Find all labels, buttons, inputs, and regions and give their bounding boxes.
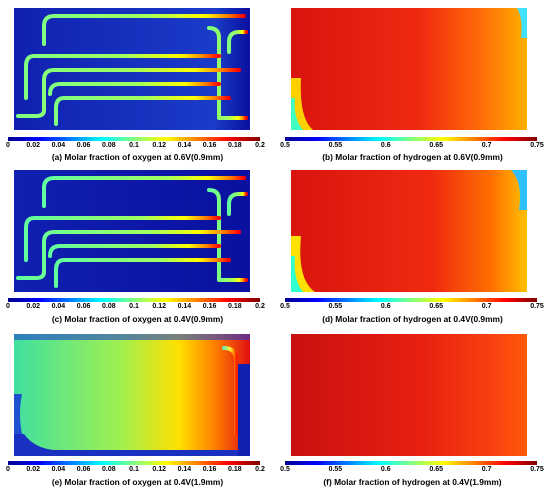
- colorbar-tick-label: 0.7: [481, 142, 492, 149]
- colorbar-tick-label: 0.7: [481, 303, 492, 310]
- colorbar-ticks-a: 0 0.02 0.04 0.06 0.08 0.1 0.12 0.14 0.16 0.18 0.2: [6, 142, 265, 152]
- colorbar-tick-label: 0.18: [227, 303, 242, 310]
- colorbar-tick-label: 0.12: [152, 303, 166, 310]
- colorbar-tick-label: 0.2: [255, 303, 265, 310]
- colorbar-tick-label: 0.02: [26, 466, 40, 473]
- colorbar-tick-label: 0.02: [26, 142, 40, 149]
- colorbar-tick-label: 0.16: [202, 303, 217, 310]
- colorbar-tick-label: 0: [6, 466, 10, 473]
- colorbar-tick-label: 0.2: [255, 466, 265, 473]
- hydrogen-contour-plot-d: [291, 170, 527, 292]
- caption-b: (b) Molar fraction of hydrogen at 0.6V(0…: [322, 152, 503, 162]
- oxygen-contour-plot-e: [14, 334, 250, 456]
- colorbar-ticks-c: 0 0.02 0.04 0.06 0.08 0.1 0.12 0.14 0.16 0.18 0.2: [6, 303, 265, 313]
- colorbar-tick-label: 0: [6, 303, 10, 310]
- colorbar-tick-label: 0.65: [429, 142, 443, 149]
- colorbar-tick-label: 0.1: [129, 303, 139, 310]
- colorbar-tick-label: 0.18: [227, 466, 242, 473]
- colorbar-tick-label: 0.55: [328, 303, 343, 310]
- colorbar-tick-label: 0.1: [129, 142, 139, 149]
- colorbar-tick-label: 0.14: [177, 466, 192, 473]
- colorbar-tick-label: 0.04: [51, 142, 66, 149]
- colorbar-tick-label: 0.06: [76, 142, 91, 149]
- colorbar-c: [8, 298, 260, 302]
- colorbar-tick-label: 0.65: [429, 303, 443, 310]
- colorbar-tick-label: 0.75: [530, 303, 544, 310]
- colorbar-tick-label: 0.08: [101, 303, 116, 310]
- colorbar-tick-label: 0.6: [380, 303, 391, 310]
- colorbar-tick-label: 0.06: [76, 303, 91, 310]
- colorbar-tick-label: 0.7: [481, 466, 492, 473]
- colorbar-tick-label: 0.6: [380, 142, 391, 149]
- colorbar-tick-label: 0.6: [380, 466, 391, 473]
- colorbar-tick-label: 0: [6, 142, 10, 149]
- colorbar-tick-label: 0.08: [101, 466, 116, 473]
- colorbar-ticks-d: 0.5 0.55 0.6 0.65 0.7 0.75: [280, 303, 544, 313]
- hydrogen-contour-plot-f: [291, 334, 527, 456]
- colorbar-f: [285, 461, 537, 465]
- caption-c: (c) Molar fraction of oxygen at 0.4V(0.9…: [51, 314, 224, 324]
- colorbar-tick-label: 0.5: [280, 303, 290, 310]
- caption-a: (a) Molar fraction of oxygen at 0.6V(0.9…: [51, 152, 224, 162]
- colorbar-tick-label: 0.16: [202, 466, 217, 473]
- colorbar-tick-label: 0.1: [129, 466, 139, 473]
- caption-d: (d) Molar fraction of hydrogen at 0.4V(0…: [322, 314, 503, 324]
- colorbar-b: [285, 137, 537, 141]
- colorbar-tick-label: 0.12: [152, 466, 166, 473]
- colorbar-tick-label: 0.65: [429, 466, 443, 473]
- colorbar-tick-label: 0.55: [328, 142, 343, 149]
- colorbar-tick-label: 0.14: [177, 142, 192, 149]
- caption-f: (f) Molar fraction of hydrogen at 0.4V(1…: [323, 477, 502, 487]
- colorbar-tick-label: 0.14: [177, 303, 192, 310]
- colorbar-tick-label: 0.5: [280, 142, 290, 149]
- colorbar-tick-label: 0.75: [530, 142, 544, 149]
- colorbar-e: [8, 461, 260, 465]
- colorbar-ticks-e: 0 0.02 0.04 0.06 0.08 0.1 0.12 0.14 0.16 0.18 0.2: [6, 466, 265, 476]
- colorbar-a: [8, 137, 260, 141]
- caption-e: (e) Molar fraction of oxygen at 0.4V(1.9…: [51, 477, 224, 487]
- colorbar-tick-label: 0.12: [152, 142, 166, 149]
- colorbar-tick-label: 0.04: [51, 466, 66, 473]
- colorbar-tick-label: 0.04: [51, 303, 66, 310]
- oxygen-contour-plot-c: [14, 170, 250, 292]
- colorbar-d: [285, 298, 537, 302]
- colorbar-tick-label: 0.06: [76, 466, 91, 473]
- colorbar-tick-label: 0.2: [255, 142, 265, 149]
- oxygen-contour-plot-a: [14, 8, 250, 130]
- colorbar-ticks-b: 0.5 0.55 0.6 0.65 0.7 0.75: [280, 142, 544, 152]
- colorbar-tick-label: 0.5: [280, 466, 290, 473]
- colorbar-tick-label: 0.16: [202, 142, 217, 149]
- colorbar-tick-label: 0.02: [26, 303, 40, 310]
- colorbar-tick-label: 0.55: [328, 466, 343, 473]
- colorbar-tick-label: 0.08: [101, 142, 116, 149]
- hydrogen-contour-plot-b: [291, 8, 527, 130]
- colorbar-ticks-f: 0.5 0.55 0.6 0.65 0.7 0.75: [280, 466, 544, 476]
- colorbar-tick-label: 0.18: [227, 142, 242, 149]
- colorbar-tick-label: 0.75: [530, 466, 544, 473]
